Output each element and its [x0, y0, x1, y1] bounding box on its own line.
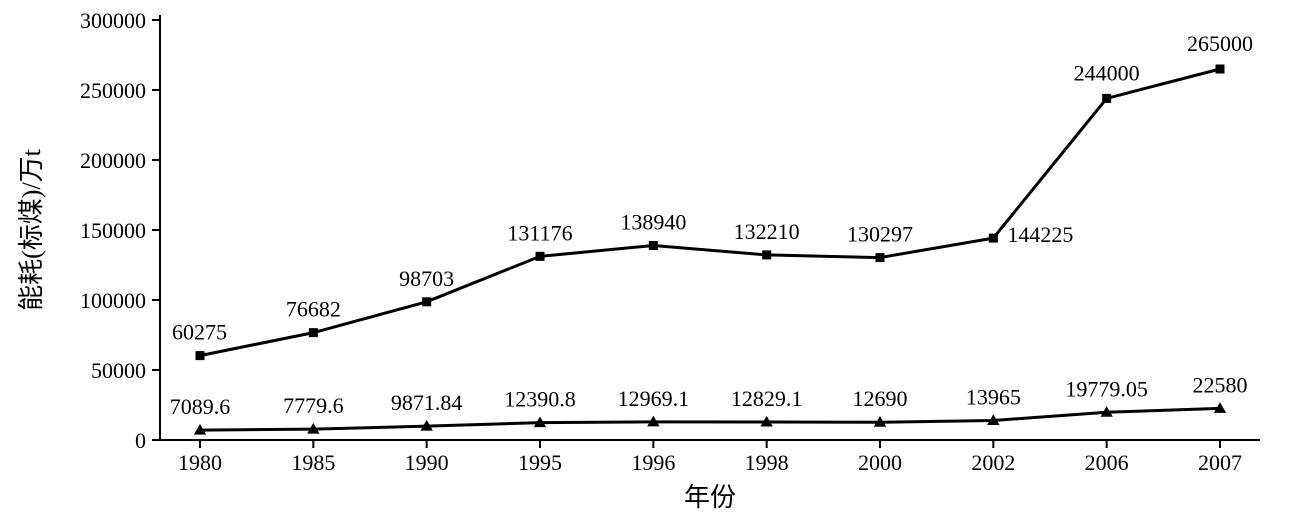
- x-tick-label: 2000: [858, 450, 902, 475]
- series-upper-value-label: 138940: [620, 209, 686, 234]
- series-lower-value-label: 7779.6: [283, 393, 344, 418]
- series-upper-marker square-icon: [1216, 65, 1225, 74]
- series-upper-value-label: 131176: [507, 220, 572, 245]
- series-upper-value-label: 76682: [286, 297, 341, 322]
- y-axis-title: 能耗(标煤)/万t: [17, 148, 46, 311]
- x-tick-label: 2007: [1198, 450, 1242, 475]
- series-lower-value-label: 22580: [1193, 372, 1248, 397]
- y-tick-label: 250000: [80, 78, 146, 103]
- series-upper-value-label: 265000: [1187, 31, 1253, 56]
- x-tick-label: 2002: [971, 450, 1015, 475]
- series-lower-value-label: 12969.1: [618, 386, 690, 411]
- energy-consumption-chart: 0 50000 100000 150000 200000 250000 300000 1980…: [0, 0, 1289, 524]
- series-upper-marker square-icon: [989, 234, 998, 243]
- y-tick-label: 0: [135, 428, 146, 453]
- series-lower-line: [200, 408, 1220, 430]
- x-tick-label: 1996: [631, 450, 675, 475]
- series-upper-value-label: 144225: [1007, 222, 1073, 247]
- series-upper-marker square-icon: [762, 250, 771, 259]
- series-upper-value-label: 132210: [734, 219, 800, 244]
- y-tick-label: 200000: [80, 148, 146, 173]
- series-upper-line: [200, 69, 1220, 356]
- x-tick-label: 1998: [745, 450, 789, 475]
- y-tick-label: 50000: [91, 358, 146, 383]
- series-upper-marker square-icon: [196, 351, 205, 360]
- series-lower-value-label: 12690: [853, 386, 908, 411]
- series-upper-marker square-icon: [309, 328, 318, 337]
- series-upper-value-label: 244000: [1074, 60, 1140, 85]
- x-tick-label: 2006: [1085, 450, 1129, 475]
- series-lower-value-label: 7089.6: [170, 394, 231, 419]
- series-upper-value-label: 98703: [399, 266, 454, 291]
- series-lower-value-label: 12829.1: [731, 386, 803, 411]
- series-upper-marker square-icon: [536, 252, 545, 261]
- x-tick-label: 1980: [178, 450, 222, 475]
- series-lower-value-label: 12390.8: [504, 387, 576, 412]
- series-upper-marker square-icon: [876, 253, 885, 262]
- series-lower-value-label: 13965: [966, 384, 1021, 409]
- series-upper-marker square-icon: [649, 241, 658, 250]
- y-tick-label: 300000: [80, 8, 146, 33]
- y-tick-label: 150000: [80, 218, 146, 243]
- x-axis-title: 年份: [684, 483, 736, 512]
- series-upper-marker square-icon: [1102, 94, 1111, 103]
- chart-canvas: 0 50000 100000 150000 200000 250000 300000 1980…: [0, 0, 1289, 524]
- series-upper-value-label: 130297: [847, 222, 913, 247]
- x-tick-label: 1985: [291, 450, 335, 475]
- series-upper-marker square-icon: [422, 297, 431, 306]
- y-tick-label: 100000: [80, 288, 146, 313]
- x-tick-label: 1995: [518, 450, 562, 475]
- series-lower-value-label: 9871.84: [391, 390, 463, 415]
- series-lower-value-label: 19779.05: [1065, 376, 1148, 401]
- series-upper-value-label: 60275: [172, 320, 227, 345]
- x-tick-label: 1990: [405, 450, 449, 475]
